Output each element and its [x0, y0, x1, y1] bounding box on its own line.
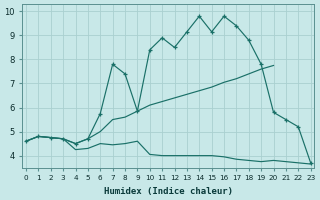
- X-axis label: Humidex (Indice chaleur): Humidex (Indice chaleur): [104, 187, 233, 196]
